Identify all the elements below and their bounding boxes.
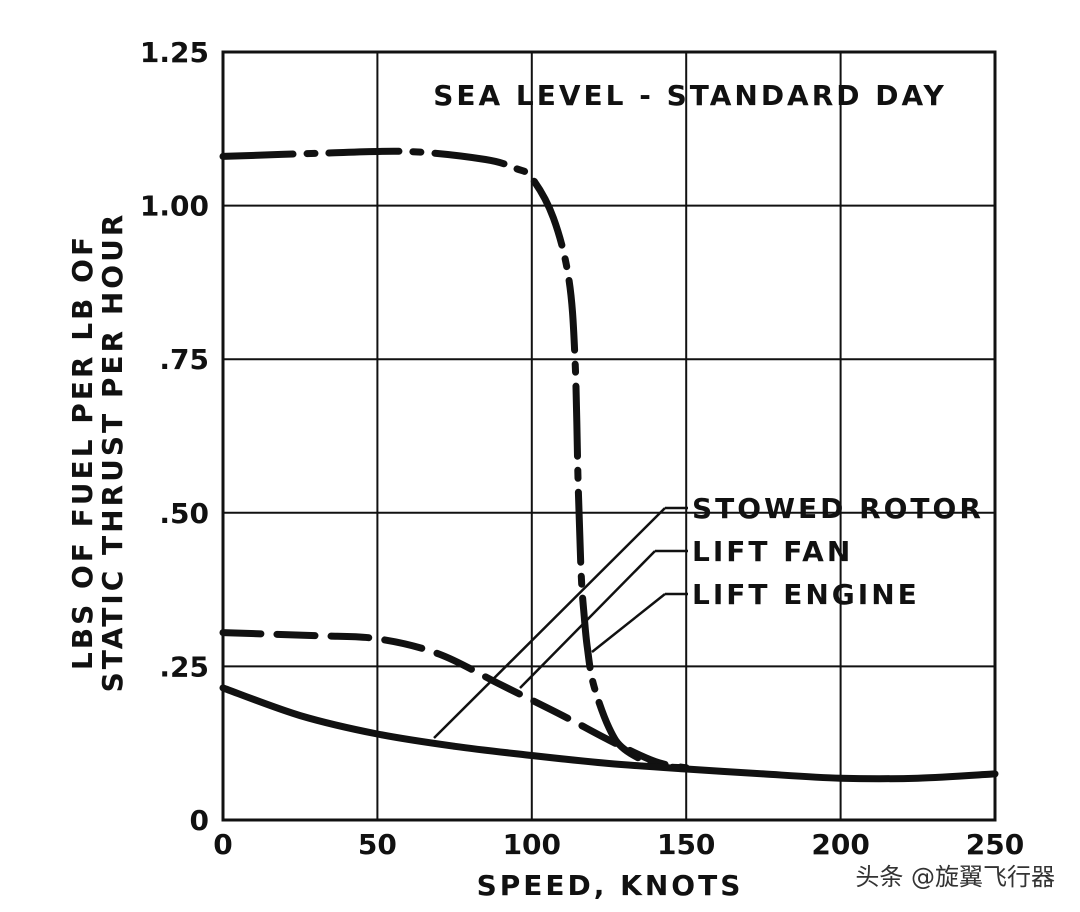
legend: STOWED ROTOR LIFT FAN LIFT ENGINE: [433, 492, 984, 739]
x-tick-label: 100: [503, 828, 561, 861]
y-tick-label: .75: [159, 343, 209, 376]
series-group: [219, 147, 999, 783]
x-tick-label: 50: [358, 828, 397, 861]
grid-lines: [222, 51, 996, 821]
series-line-stowed-rotor: [219, 147, 690, 772]
x-tick-label: 150: [657, 828, 715, 861]
x-axis-label: SPEED, KNOTS: [477, 869, 744, 902]
y-tick-label: 1.25: [140, 36, 209, 69]
plot-frame: [221, 50, 997, 822]
legend-label-stowed-rotor: STOWED ROTOR: [692, 492, 984, 525]
legend-leader-lift-engine: [591, 593, 666, 653]
y-tick-label: 0: [190, 804, 209, 837]
x-tick-labels: 0 50 100 150 200 250: [213, 828, 1024, 861]
y-axis-label-line2: STATIC THRUST PER HOUR: [96, 212, 129, 693]
series-line-lift-fan: [219, 629, 690, 772]
legend-label-lift-engine: LIFT ENGINE: [692, 578, 920, 611]
legend-label-lift-fan: LIFT FAN: [692, 535, 853, 568]
x-tick-label: 250: [966, 828, 1024, 861]
x-tick-label: 0: [213, 828, 232, 861]
chart-title: SEA LEVEL - STANDARD DAY: [433, 79, 947, 112]
x-tick-label: 200: [811, 828, 869, 861]
legend-leader-lift-fan: [519, 550, 656, 689]
y-tick-labels: 0 .25 .50 .75 1.00 1.25: [140, 36, 209, 837]
y-tick-label: .25: [159, 650, 209, 683]
watermark: 头条 @旋翼飞行器: [855, 863, 1055, 891]
series-line-lift-engine: [219, 684, 999, 783]
y-tick-label: .50: [159, 497, 209, 530]
y-tick-label: 1.00: [140, 190, 209, 223]
legend-leader-stowed-rotor: [433, 507, 666, 739]
y-axis-label-line1: LBS OF FUEL PER LB OF: [66, 234, 99, 670]
